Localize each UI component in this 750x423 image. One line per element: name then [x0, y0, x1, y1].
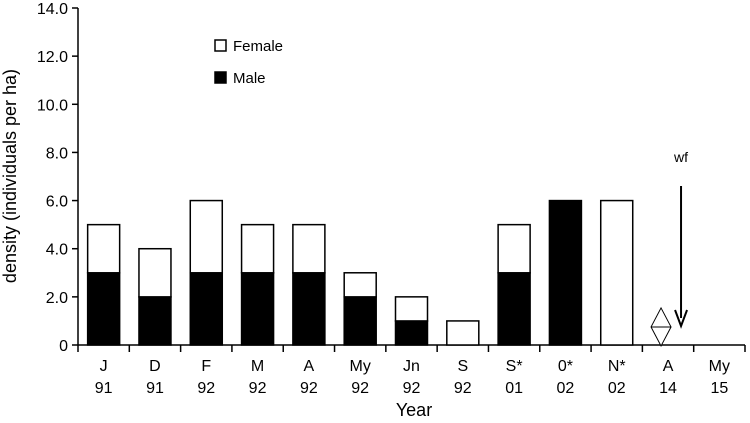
bar-male	[548, 199, 583, 346]
x-tick-label-year: 92	[197, 380, 215, 397]
x-tick-label-year: 92	[300, 380, 318, 397]
y-tick-label: 10.0	[37, 97, 68, 114]
y-tick-label: 0	[59, 338, 68, 355]
bar-male	[292, 272, 326, 346]
x-tick-label-year: 91	[146, 380, 164, 397]
bar-male	[189, 272, 224, 346]
y-tick-label: 6.0	[46, 194, 68, 211]
axes	[77, 8, 745, 346]
legend-label: Female	[233, 38, 283, 55]
bars	[86, 199, 634, 346]
x-tick-label: 0*	[558, 358, 573, 375]
bar-male	[394, 320, 429, 346]
x-axis-label: Year	[396, 400, 432, 420]
y-tick-label: 12.0	[37, 49, 68, 66]
x-tick-label: My	[350, 358, 371, 375]
y-tick-label: 8.0	[46, 145, 68, 162]
annotations: wf	[650, 149, 688, 348]
bar-female	[138, 247, 172, 298]
x-tick-label: S	[457, 358, 468, 375]
x-tick-label: Jn	[403, 358, 420, 375]
bar-female	[599, 199, 634, 346]
bar-male	[343, 296, 377, 346]
x-tick-label-year: 02	[608, 380, 626, 397]
y-tick-label: 2.0	[46, 290, 68, 307]
x-tick-label-year: 01	[505, 380, 523, 397]
x-tick-label-year: 92	[249, 380, 267, 397]
y-tick-label: 4.0	[46, 242, 68, 259]
x-tick-label: M	[251, 358, 264, 375]
x-tick-label: J	[100, 358, 108, 375]
x-tick-label: A	[663, 358, 674, 375]
y-axis-label: density (individuals per ha)	[0, 69, 20, 283]
x-tick-label-year: 92	[403, 380, 421, 397]
x-tick-label: S*	[506, 358, 523, 375]
x-tick-label: My	[709, 358, 730, 375]
x-tick-label-year: 02	[557, 380, 575, 397]
x-tick-label: F	[201, 358, 211, 375]
bar-female	[394, 296, 429, 322]
bar-female	[86, 223, 121, 274]
x-tick-label-year: 91	[95, 380, 113, 397]
bar-female	[446, 320, 480, 346]
bar-female	[292, 223, 326, 274]
legend-swatch	[214, 71, 227, 84]
x-tick-label-year: 15	[710, 380, 728, 397]
x-tick-label-year: 92	[454, 380, 472, 397]
y-tick-label: 14.0	[37, 1, 68, 18]
legend-swatch	[214, 39, 227, 52]
bar-female	[189, 199, 224, 274]
bar-male	[86, 272, 121, 346]
legend: Female Male	[214, 38, 283, 87]
bar-male	[138, 296, 172, 346]
annotation-label: wf	[673, 149, 688, 165]
legend-label: Male	[233, 70, 266, 87]
bar-female	[240, 223, 275, 274]
x-tick-label: A	[304, 358, 315, 375]
x-tick-label-year: 14	[659, 380, 677, 397]
arrow-head	[674, 309, 688, 329]
x-tick-label: N*	[608, 358, 626, 375]
bar-male	[240, 272, 275, 346]
x-tick-labels: J 91 D 91 F 92 M 92 A 92 My 92 Jn 92 S 92 S* 01 0* 02 N* 02 A 1…	[77, 345, 746, 397]
x-tick-label: D	[149, 358, 161, 375]
x-tick-label-year: 92	[351, 380, 369, 397]
bar-female	[343, 272, 377, 298]
y-tick-labels: 0 2.0 4.0 6.0 8.0 10.0 12.0 14.0	[37, 1, 78, 355]
bar-female	[497, 223, 531, 274]
bar-male	[497, 272, 531, 346]
